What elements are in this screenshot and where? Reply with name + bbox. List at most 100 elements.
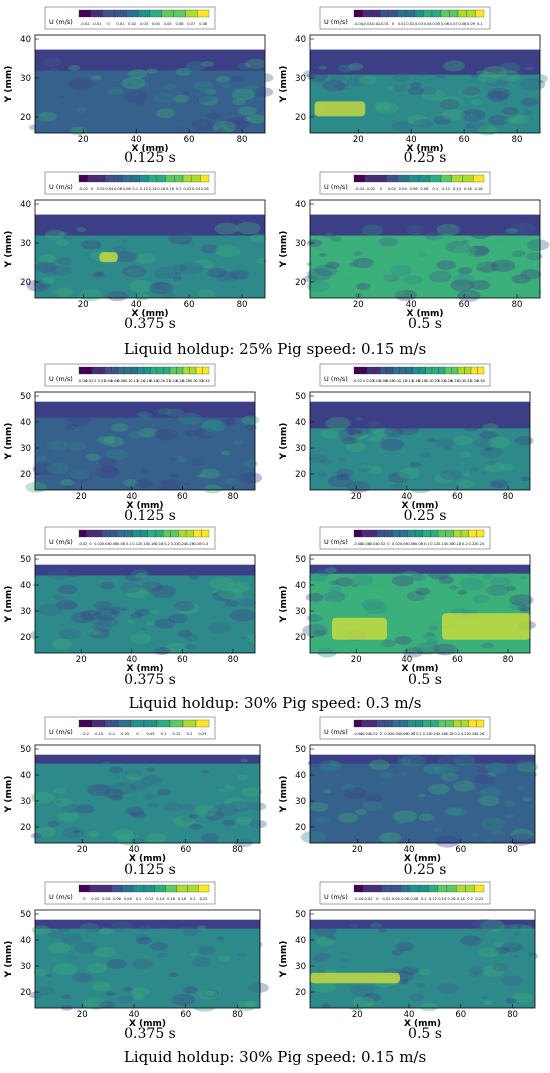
y-tick-label: 50 xyxy=(20,910,31,920)
velocity-texture-blob xyxy=(325,567,337,574)
velocity-texture-blob xyxy=(70,426,79,431)
velocity-texture-blob xyxy=(456,479,469,487)
x-tick-label: 40 xyxy=(131,300,142,310)
velocity-texture-blob xyxy=(150,283,174,296)
velocity-field xyxy=(25,401,263,494)
velocity-texture-blob xyxy=(120,582,142,594)
colorbar-tick-label: 0.04 xyxy=(102,542,111,546)
velocity-texture-blob xyxy=(458,479,475,488)
colorbar-tick-label: 0.02 xyxy=(97,187,105,191)
velocity-field xyxy=(300,754,539,848)
velocity-texture-blob xyxy=(427,568,450,580)
y-tick-label: 20 xyxy=(295,988,306,998)
velocity-texture-blob xyxy=(69,468,91,480)
colorbar-swatch xyxy=(407,529,416,538)
velocity-texture-blob xyxy=(237,952,246,957)
velocity-texture-blob xyxy=(320,429,339,439)
colorbar-tick-label: 0.08 xyxy=(117,542,126,546)
velocity-texture-blob xyxy=(179,262,204,275)
colorbar-tick-label: -0.15 xyxy=(94,732,103,736)
plot-frame xyxy=(34,554,256,654)
velocity-texture-blob xyxy=(423,763,445,775)
velocity-texture-blob xyxy=(195,91,216,102)
velocity-texture-blob xyxy=(193,80,215,91)
velocity-texture-blob xyxy=(30,791,55,804)
velocity-texture-blob xyxy=(381,639,396,648)
velocity-texture-blob xyxy=(340,276,353,283)
colorbar-swatch xyxy=(476,529,485,538)
velocity-texture-blob xyxy=(197,124,206,128)
colorbar-swatch xyxy=(362,9,372,18)
velocity-texture-blob xyxy=(199,946,214,954)
velocity-texture-blob xyxy=(412,988,423,994)
colorbar-tick-label: 0.24 xyxy=(178,542,187,546)
velocity-texture-blob xyxy=(325,417,351,430)
velocity-texture-blob xyxy=(235,221,261,235)
colorbar-tick-label: 0.24 xyxy=(469,732,478,736)
velocity-texture-blob xyxy=(188,243,204,251)
velocity-texture-blob xyxy=(355,808,367,815)
velocity-texture-blob xyxy=(361,598,385,611)
velocity-texture-blob xyxy=(470,99,482,105)
velocity-texture-blob xyxy=(153,92,175,104)
y-tick-label: 20 xyxy=(295,633,306,643)
velocity-texture-blob xyxy=(501,941,523,953)
velocity-texture-blob xyxy=(329,761,340,767)
colorbar-tick-label: 0.08 xyxy=(420,187,429,191)
velocity-texture-blob xyxy=(249,802,267,811)
velocity-texture-blob xyxy=(108,434,116,438)
velocity-texture-blob xyxy=(189,823,203,830)
y-tick-label: 40 xyxy=(295,200,306,210)
velocity-texture-blob xyxy=(68,64,81,71)
colorbar-tick-label: 0.08 xyxy=(407,732,416,736)
colorbar-swatch xyxy=(470,366,478,375)
y-tick-label: 20 xyxy=(295,823,306,833)
y-tick-label: 30 xyxy=(20,797,31,807)
x-tick-label: 20 xyxy=(353,135,364,145)
velocity-texture-blob xyxy=(314,77,325,84)
velocity-texture-blob xyxy=(402,247,425,259)
colorbar-tick-label: 0 xyxy=(94,379,97,383)
colorbar-swatch xyxy=(462,174,474,183)
colorbar-tick-label: -0.02 xyxy=(366,187,375,191)
velocity-texture-blob xyxy=(42,268,58,276)
velocity-texture-blob xyxy=(204,810,225,821)
colorbar-tick-label: 0.16 xyxy=(143,379,152,383)
colorbar-tick-label: 0.16 xyxy=(412,379,421,383)
velocity-texture-blob xyxy=(418,264,438,274)
y-tick-label: 40 xyxy=(295,35,306,45)
velocity-texture-blob xyxy=(194,427,217,439)
velocity-texture-blob xyxy=(486,91,509,103)
velocity-texture-blob xyxy=(163,83,177,91)
colorbar-tick-label: 0.04 xyxy=(400,542,409,546)
colorbar-swatch xyxy=(156,719,171,728)
colorbar-swatch xyxy=(101,529,110,538)
velocity-texture-blob xyxy=(391,575,414,587)
colorbar-tick-label: 0.04 xyxy=(399,187,408,191)
velocity-texture-blob xyxy=(153,428,178,441)
colorbar-tick-label: 0.16 xyxy=(438,732,447,736)
velocity-texture-blob xyxy=(121,76,146,90)
velocity-texture-blob xyxy=(421,89,445,101)
colorbar-tick-label: 0.36 xyxy=(477,379,486,383)
velocity-texture-blob xyxy=(482,463,498,471)
velocity-texture-blob xyxy=(56,599,77,610)
colorbar-swatch xyxy=(430,529,439,538)
velocity-texture-blob xyxy=(308,454,327,463)
x-tick-label: 60 xyxy=(452,492,463,502)
colorbar-swatch xyxy=(437,529,446,538)
velocity-texture-blob xyxy=(352,996,376,1008)
velocity-texture-blob xyxy=(345,442,366,453)
velocity-texture-blob xyxy=(445,775,465,786)
velocity-texture-blob xyxy=(52,594,65,601)
velocity-texture-blob xyxy=(245,1000,259,1008)
velocity-texture-blob xyxy=(390,483,405,491)
velocity-texture-blob xyxy=(341,436,358,445)
velocity-texture-blob xyxy=(490,259,516,272)
velocity-texture-blob xyxy=(178,412,203,425)
velocity-texture-blob xyxy=(415,587,431,596)
colorbar-tick-label: 0.24 xyxy=(476,542,485,546)
colorbar-tick-label: 0.26 xyxy=(476,732,485,736)
velocity-texture-blob xyxy=(511,114,530,125)
velocity-texture-blob xyxy=(198,989,219,1000)
